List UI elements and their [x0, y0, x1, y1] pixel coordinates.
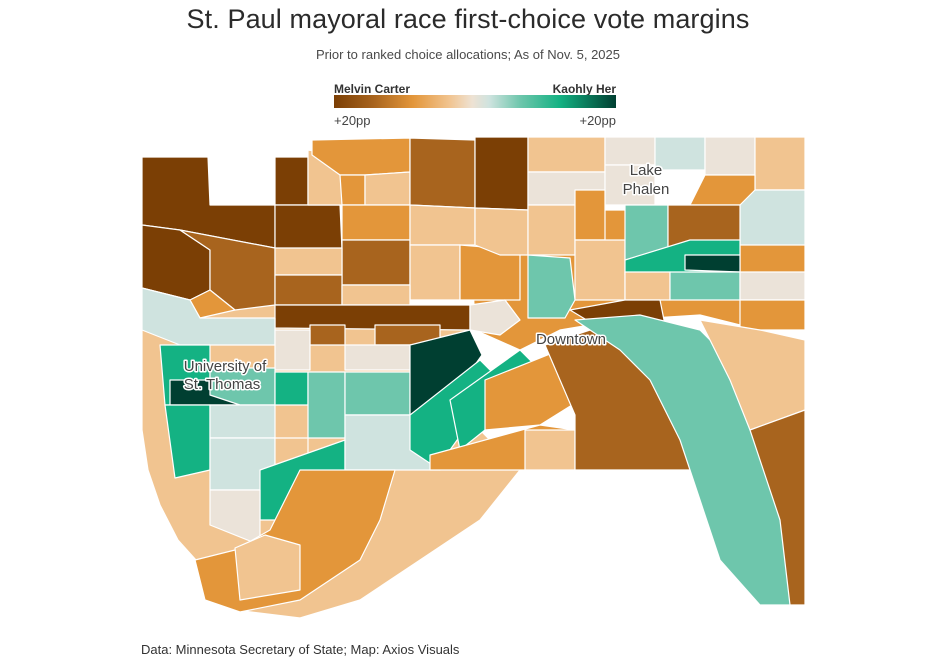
precinct-45	[341, 284, 411, 306]
precinct-38	[624, 271, 671, 301]
legend-gradient-bar	[334, 95, 616, 108]
precinct-13	[409, 137, 476, 209]
precinct-39	[669, 271, 741, 301]
precinct-12	[364, 171, 411, 206]
precinct-37	[684, 254, 741, 273]
label-lake-phalen-1: Lake	[630, 162, 663, 179]
precinct-52	[344, 344, 411, 371]
precinct-27	[409, 244, 461, 301]
precinct-15	[527, 136, 606, 173]
label-downtown: Downtown	[536, 331, 606, 348]
precinct-44	[274, 274, 343, 306]
precinct-8	[274, 204, 343, 251]
precinct-58	[209, 404, 276, 439]
precinct-17	[604, 136, 656, 166]
precinct-25	[341, 239, 411, 286]
precinct-29	[474, 207, 529, 256]
precinct-24	[341, 204, 411, 241]
legend-tick-left: +20pp	[334, 113, 371, 128]
legend-label-carter: Melvin Carter	[334, 82, 411, 96]
map-labels: Lake Phalen Downtown University of St. T…	[182, 161, 671, 395]
chart-subtitle: Prior to ranked choice allocations; As o…	[316, 47, 620, 62]
precinct-62	[344, 371, 411, 416]
label-lake-phalen-2: Phalen	[623, 181, 670, 198]
precinct-71	[524, 429, 576, 471]
precinct-32	[574, 239, 626, 301]
precinct-20	[754, 136, 806, 191]
precinct-43	[274, 247, 343, 276]
source-note: Data: Minnesota Secretary of State; Map:…	[141, 642, 460, 657]
precinct-73	[574, 314, 801, 606]
precinct-18	[654, 136, 706, 171]
precinct-47	[309, 324, 346, 346]
label-st-thomas-2: St. Thomas	[184, 376, 260, 393]
precinct-shapes	[141, 136, 806, 619]
precinct-49	[469, 299, 521, 336]
precinct-46	[274, 304, 471, 331]
precinct-77	[234, 534, 301, 601]
precinct-40	[739, 271, 806, 301]
precinct-14	[474, 136, 529, 211]
precinct-19	[704, 136, 756, 176]
color-legend: Melvin Carter Kaohly Her +20pp +20pp	[334, 82, 616, 132]
precinct-31	[574, 189, 606, 241]
precinct-11	[339, 174, 366, 206]
precinct-7	[274, 156, 309, 206]
precinct-26	[409, 204, 476, 246]
legend-tick-right: +20pp	[579, 113, 616, 128]
precinct-51	[274, 329, 311, 371]
chart-title: St. Paul mayoral race first-choice vote …	[186, 4, 750, 34]
legend-label-her: Kaohly Her	[552, 82, 616, 96]
precinct-33	[527, 254, 576, 319]
precinct-56	[274, 371, 309, 406]
precinct-23	[739, 189, 806, 246]
precinct-30	[527, 204, 576, 256]
precinct-75	[749, 409, 806, 606]
precinct-41	[739, 299, 806, 331]
label-st-thomas-1: University of	[184, 358, 267, 375]
precinct-61	[307, 371, 346, 439]
